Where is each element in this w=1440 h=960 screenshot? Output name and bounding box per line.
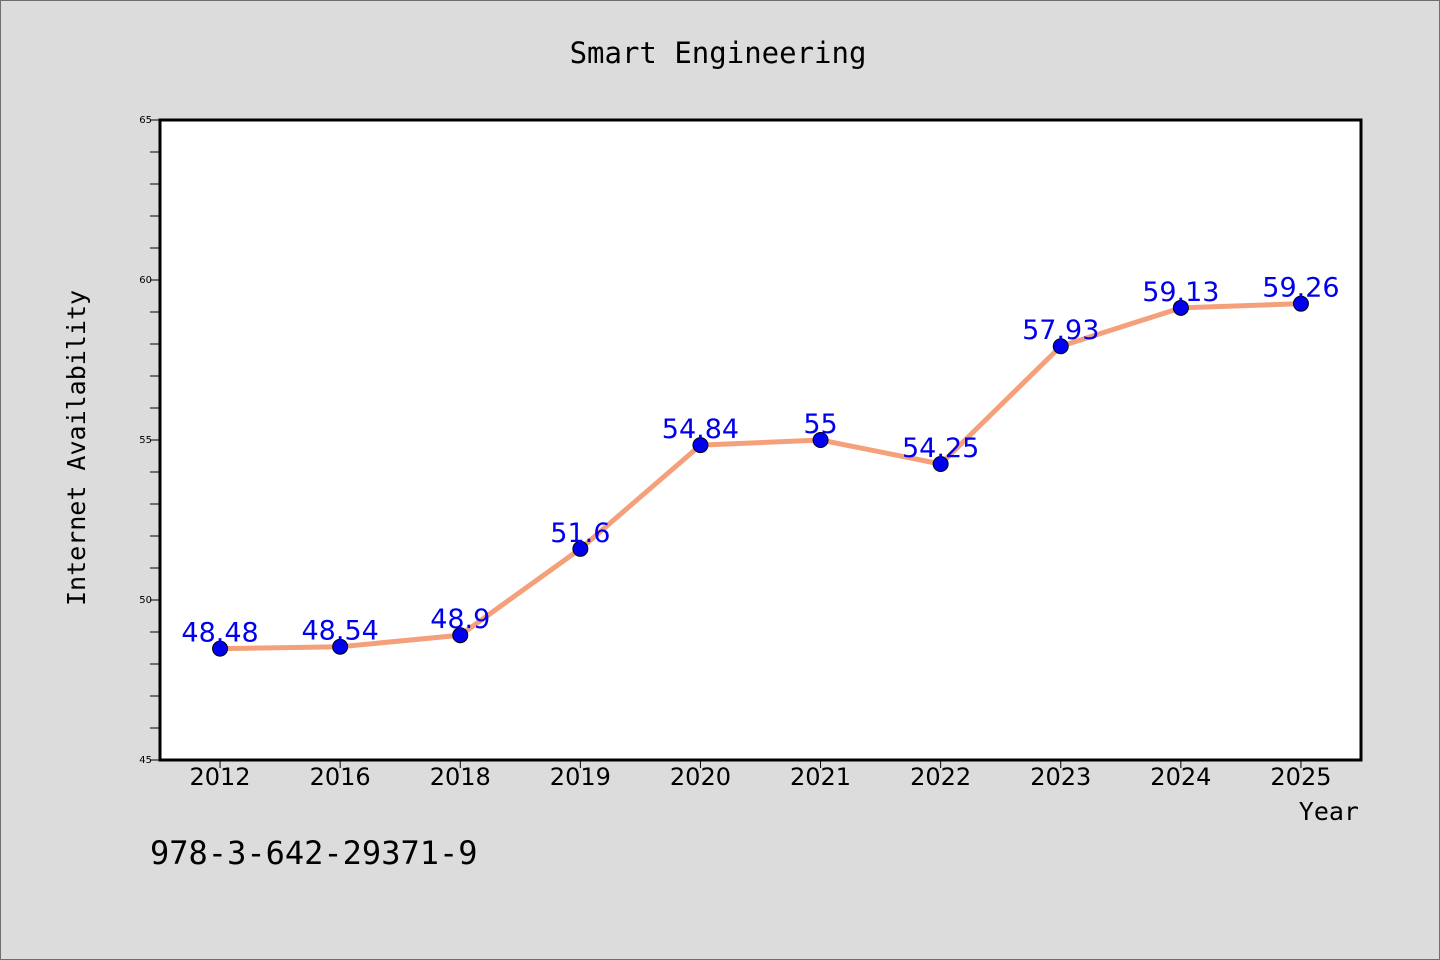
data-label: 59.13 — [1142, 277, 1219, 308]
series-line — [220, 301, 1302, 652]
data-label: 54.25 — [902, 433, 979, 464]
x-axis-label: Year — [1299, 797, 1359, 826]
data-point — [332, 638, 349, 655]
data-point — [452, 627, 469, 644]
x-tick-label: 2025 — [1270, 763, 1331, 791]
y-tick-label: 50 — [139, 595, 152, 606]
data-label: 51.6 — [550, 518, 610, 549]
data-point — [1292, 295, 1309, 312]
data-label: 55 — [803, 409, 837, 440]
data-label: 48.54 — [302, 616, 379, 647]
data-point — [812, 432, 829, 448]
data-label: 59.26 — [1262, 273, 1339, 304]
x-tick-label: 2018 — [430, 763, 491, 791]
x-axis-ticks: 2012 2016 2018 2019 2020 2021 2022 2023 2024 2025 — [190, 760, 1331, 791]
y-tick-label: 55 — [139, 435, 152, 446]
y-axis-ticks: 45 50 55 60 65 — [139, 115, 160, 766]
y-tick-label: 60 — [139, 275, 152, 286]
x-tick-label: 2012 — [190, 763, 251, 791]
x-tick-label: 2020 — [670, 763, 731, 791]
data-label: 48.9 — [430, 604, 490, 635]
y-tick-label: 65 — [139, 115, 152, 126]
x-tick-label: 2021 — [790, 763, 851, 791]
footer-identifier: 978-3-642-29371-9 — [150, 834, 478, 872]
data-point — [1052, 338, 1069, 355]
x-tick-label: 2024 — [1150, 763, 1211, 791]
data-point — [572, 540, 589, 557]
y-axis-label: Internet Availability — [62, 290, 91, 606]
y-tick-label: 45 — [139, 755, 152, 766]
data-label: 48.48 — [181, 618, 258, 649]
plot-area — [158, 118, 1363, 762]
chart-title: Smart Engineering — [570, 36, 867, 70]
data-label: 57.93 — [1022, 315, 1099, 346]
x-tick-label: 2016 — [310, 763, 371, 791]
series-layer: 48.48 48.54 48.9 51.6 54.84 55 54.25 57.93 59.13… — [181, 273, 1340, 657]
data-label: 54.84 — [662, 414, 739, 445]
data-point — [212, 640, 229, 657]
x-tick-label: 2022 — [910, 763, 971, 791]
x-tick-label: 2019 — [550, 763, 611, 791]
data-point — [932, 456, 949, 472]
x-tick-label: 2023 — [1030, 763, 1091, 791]
data-point — [1172, 299, 1189, 316]
data-point — [692, 437, 709, 454]
